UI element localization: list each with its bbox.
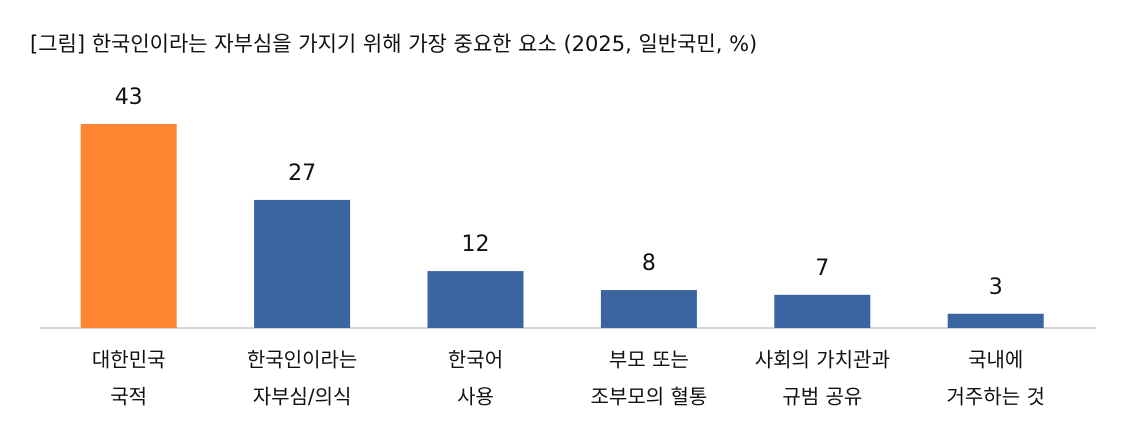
x-tick-label: 거주하는 것 — [947, 385, 1045, 409]
x-tick-label: 한국어 — [448, 348, 503, 372]
bar — [427, 271, 524, 328]
x-tick-label: 국적 — [110, 385, 147, 409]
value-label: 12 — [462, 232, 490, 257]
value-label: 27 — [288, 161, 316, 186]
x-tick-label: 자부심/의식 — [253, 385, 352, 409]
bar — [600, 290, 697, 328]
chart-title: [그림] 한국인이라는 자부심을 가지기 위해 가장 중요한 요소 (2025,… — [30, 32, 757, 56]
value-label: 8 — [642, 251, 656, 276]
x-tick-label: 대한민국 — [92, 348, 166, 372]
bar — [254, 199, 351, 328]
x-tick-label: 사회의 가치관과 — [755, 348, 890, 372]
bar — [774, 294, 871, 328]
x-tick-label: 조부모의 혈통 — [591, 385, 708, 409]
x-tick-label: 한국인이라는 — [247, 348, 357, 372]
value-label: 43 — [115, 85, 143, 110]
bar — [947, 313, 1044, 328]
x-tick-label: 규범 공유 — [782, 385, 862, 409]
value-label: 7 — [815, 256, 829, 281]
x-tick-label: 국내에 — [968, 348, 1023, 372]
value-label: 3 — [989, 275, 1003, 300]
bar — [80, 124, 177, 328]
x-tick-label: 부모 또는 — [609, 348, 689, 372]
x-tick-label: 사용 — [457, 385, 494, 409]
